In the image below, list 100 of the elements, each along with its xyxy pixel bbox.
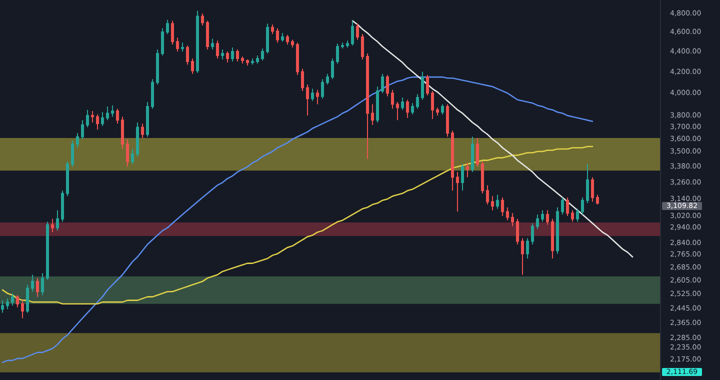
candlestick xyxy=(281,32,284,42)
candlestick xyxy=(6,298,9,310)
candlestick xyxy=(301,68,304,92)
candlestick xyxy=(326,73,329,85)
candlestick xyxy=(571,210,574,222)
candlestick xyxy=(291,39,294,48)
candlestick xyxy=(341,42,344,50)
candlestick xyxy=(306,84,309,116)
line-series xyxy=(2,146,594,304)
candlestick xyxy=(146,101,149,138)
candlestick xyxy=(476,137,479,168)
candlestick xyxy=(486,184,489,206)
candlestick xyxy=(216,40,219,59)
candlestick xyxy=(11,292,14,306)
candlestick xyxy=(251,58,254,66)
candlestick xyxy=(221,48,224,60)
candlestick xyxy=(546,210,549,226)
candlestick xyxy=(66,161,69,197)
candlestick xyxy=(241,56,244,64)
candlestick xyxy=(271,24,274,34)
candlestick xyxy=(171,20,174,46)
candlestick xyxy=(526,238,529,259)
candlestick xyxy=(256,54,259,64)
candlestick xyxy=(126,138,129,168)
candlestick xyxy=(416,94,419,110)
candlestick xyxy=(426,74,429,96)
candlestick xyxy=(531,222,534,245)
candlestick xyxy=(156,48,159,85)
candlestick xyxy=(581,197,584,216)
candlestick xyxy=(151,78,154,110)
candlestick xyxy=(41,272,44,296)
candlestick xyxy=(591,176,594,202)
candlestick xyxy=(461,164,464,192)
candlestick xyxy=(81,120,84,140)
candlestick xyxy=(166,19,169,34)
candlestick xyxy=(331,58,334,80)
candlestick xyxy=(141,123,144,138)
candlestick xyxy=(521,238,524,276)
candlestick xyxy=(436,107,439,116)
candlestick xyxy=(246,59,249,66)
candlestick xyxy=(161,28,164,56)
candlestick xyxy=(86,109,89,128)
candlestick xyxy=(466,162,469,178)
candlestick xyxy=(296,42,299,76)
candlestick xyxy=(21,300,24,319)
candlestick xyxy=(26,284,29,314)
candlestick xyxy=(586,164,589,204)
candlestick xyxy=(31,274,34,292)
candlestick xyxy=(481,161,484,194)
candlestick xyxy=(381,73,384,94)
candlestick xyxy=(71,140,74,168)
candlestick xyxy=(391,89,394,110)
candlestick xyxy=(311,88,314,102)
candlestick xyxy=(551,218,554,259)
candlestick xyxy=(396,101,399,121)
candlestick xyxy=(371,104,374,126)
candlestick xyxy=(316,89,319,105)
candlestick xyxy=(101,112,104,127)
candlestick xyxy=(351,20,354,46)
candlestick xyxy=(446,104,449,138)
candlestick xyxy=(386,74,389,97)
candlestick xyxy=(91,110,94,124)
candlestick xyxy=(556,206,559,254)
candlestick xyxy=(511,212,514,227)
candlestick xyxy=(56,210,59,232)
candlestick xyxy=(16,294,19,308)
candlestick xyxy=(211,38,214,50)
candlestick xyxy=(226,50,229,64)
candlestick xyxy=(406,99,409,118)
candlestick xyxy=(441,104,444,115)
candlestick xyxy=(176,37,179,52)
candlestick xyxy=(421,71,424,100)
candlestick xyxy=(236,48,239,62)
candlestick xyxy=(516,218,519,245)
candlestick xyxy=(576,208,579,222)
candlestick xyxy=(456,171,459,212)
candlestick xyxy=(566,197,569,216)
candlestick xyxy=(131,148,134,165)
line-series xyxy=(352,20,634,258)
candlestick xyxy=(191,58,194,74)
candlestick xyxy=(336,43,339,64)
line-series xyxy=(2,76,594,364)
candlestick xyxy=(376,86,379,124)
candlestick xyxy=(596,194,599,206)
candlestick xyxy=(136,122,139,158)
candlestick xyxy=(286,34,289,46)
candlestick xyxy=(196,10,199,74)
candlestick xyxy=(346,40,349,48)
candlestick xyxy=(181,42,184,52)
candlestick xyxy=(111,104,114,118)
candlestick xyxy=(361,33,364,60)
candlestick xyxy=(121,116,124,150)
candlestick xyxy=(206,20,209,50)
candlestick xyxy=(261,48,264,62)
candlestick xyxy=(366,52,369,160)
candlestick xyxy=(401,97,404,110)
candlestick xyxy=(536,214,539,230)
candlestick xyxy=(46,221,49,280)
candlestick xyxy=(51,218,54,233)
candlestick xyxy=(266,23,269,54)
